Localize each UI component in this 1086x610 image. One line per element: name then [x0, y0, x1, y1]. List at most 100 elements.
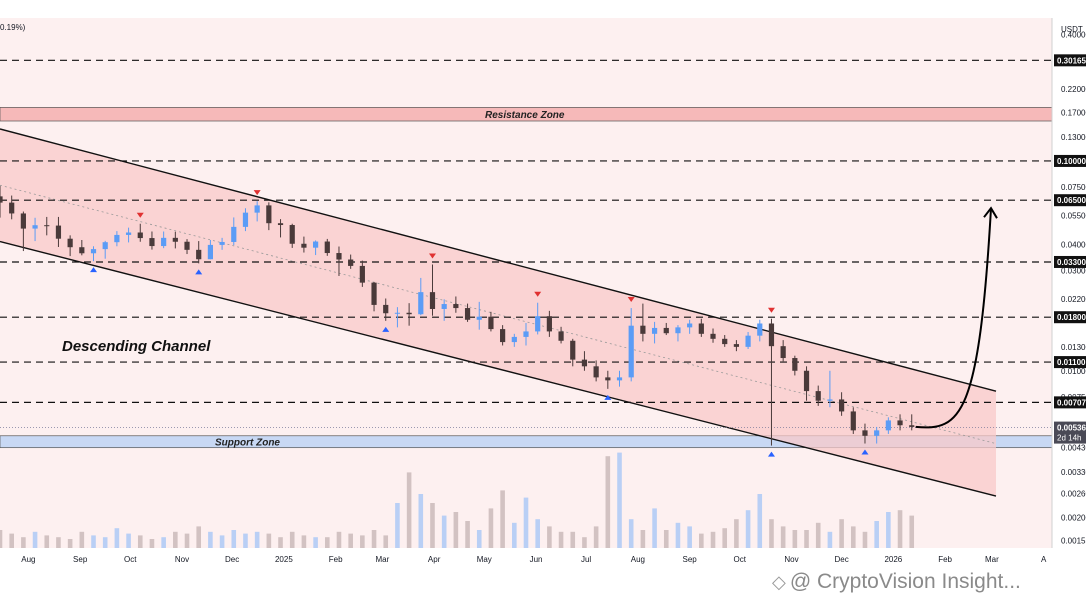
candle-body: [394, 312, 401, 314]
x-tick-label: 2026: [884, 555, 902, 564]
candle-body: [570, 340, 576, 360]
volume-bar: [710, 531, 716, 548]
volume-bar: [44, 535, 50, 548]
candle-body: [79, 247, 85, 254]
candle-body: [219, 241, 225, 245]
volume-bar: [593, 526, 599, 548]
candle-body: [406, 312, 412, 315]
candle-body: [593, 366, 599, 378]
volume-bar: [476, 530, 482, 548]
candle-body: [453, 304, 459, 309]
volume-bar: [360, 535, 365, 548]
x-tick-label: Feb: [938, 555, 952, 564]
volume-bar: [780, 526, 786, 548]
volume-bar: [547, 526, 552, 548]
trough-marker: [195, 269, 203, 275]
peak-marker: [534, 291, 542, 297]
volume-bar: [687, 526, 692, 548]
y-tick-label: 0.00155: [1061, 537, 1086, 546]
volume-bar: [208, 531, 213, 548]
candle-body: [874, 430, 880, 436]
candle-body: [20, 213, 26, 229]
peak-marker: [627, 297, 635, 303]
candle-body: [558, 331, 564, 341]
volume-bar: [523, 497, 529, 548]
x-tick-label: 2025: [275, 555, 293, 564]
candle-body: [698, 323, 704, 334]
volume-bar: [231, 530, 237, 548]
candle-body: [313, 241, 319, 248]
candle-body: [149, 238, 155, 247]
volume-bar: [324, 537, 330, 548]
candle-body: [0, 196, 3, 203]
volume-bar: [79, 531, 85, 548]
candle-body: [137, 232, 143, 239]
candle-body: [32, 225, 38, 229]
volume-bar: [909, 515, 915, 548]
price-level-tag-label: 0.06500: [1057, 196, 1086, 205]
candle-body: [839, 399, 845, 412]
binance-diamond-icon: ◇: [772, 571, 786, 592]
candle-body: [687, 323, 693, 328]
volume-bar: [652, 508, 657, 548]
volume-bar: [313, 537, 318, 548]
candle-body: [862, 430, 868, 436]
price-change-label: 0.19%): [0, 23, 26, 32]
volume-bar: [827, 531, 833, 548]
x-tick-label: Sep: [73, 555, 88, 564]
support-zone-label: Support Zone: [215, 438, 280, 449]
volume-bar: [32, 531, 38, 548]
volume-bar: [862, 531, 868, 548]
volume-bar: [722, 528, 728, 548]
candle-body: [780, 346, 786, 359]
time-axis-background: [0, 548, 1086, 570]
volume-bar: [336, 531, 342, 548]
price-level-tag: [1054, 154, 1086, 167]
candle-body: [733, 344, 739, 347]
candle-body: [757, 323, 763, 336]
volume-bar: [815, 522, 821, 548]
x-tick-label: Nov: [784, 555, 798, 564]
volume-bar: [488, 508, 494, 548]
candle-body: [581, 359, 588, 367]
candle-body: [371, 282, 377, 305]
peak-marker: [767, 307, 775, 313]
candle-body: [348, 259, 354, 266]
candle-body: [476, 316, 482, 320]
candle-body: [745, 335, 751, 347]
candle-body: [55, 225, 62, 239]
candle-body: [242, 212, 249, 227]
x-tick-label: Nov: [175, 555, 189, 564]
candle-body: [803, 370, 810, 392]
volume-bar: [67, 539, 73, 548]
trough-marker: [90, 267, 98, 273]
volume-bar: [348, 533, 353, 548]
volume-bar: [126, 533, 131, 548]
candle-body: [909, 425, 915, 427]
projection-arrow: [915, 208, 992, 429]
volume-bar: [56, 537, 61, 548]
volume-bar: [9, 533, 14, 548]
price-level-tag: [1054, 311, 1086, 324]
candle-body: [792, 358, 798, 371]
volume-bar: [628, 519, 634, 548]
volume-bar: [395, 503, 400, 548]
candle-body: [301, 243, 307, 248]
volume-bar: [219, 535, 225, 548]
channel-upper-line: [0, 128, 997, 392]
candle-body: [9, 202, 15, 214]
volume-bar: [745, 510, 751, 548]
countdown-label: 2d 14h: [1057, 434, 1081, 443]
candle-body: [663, 327, 669, 334]
volume-bar: [640, 530, 646, 548]
trough-marker: [861, 449, 869, 455]
price-level-tag: [1054, 194, 1086, 207]
